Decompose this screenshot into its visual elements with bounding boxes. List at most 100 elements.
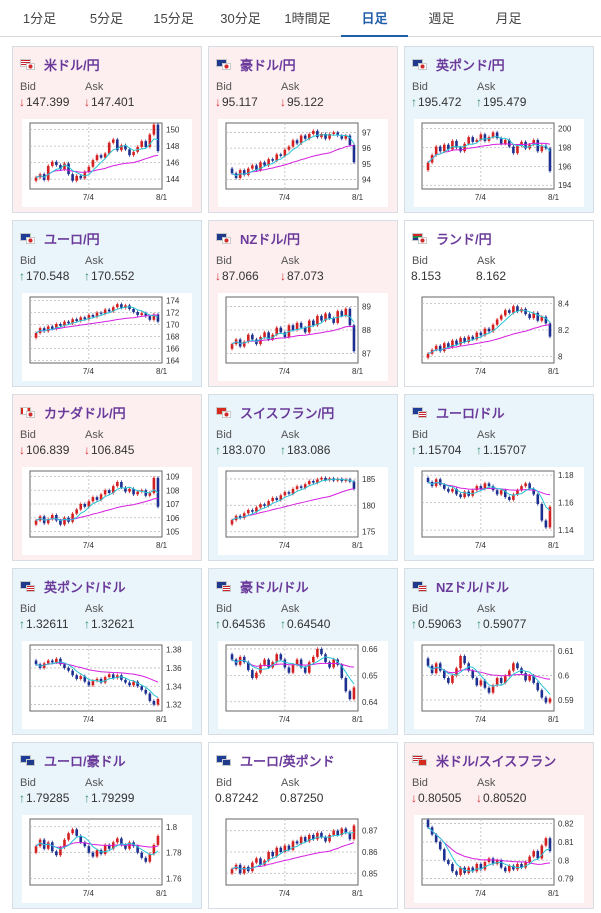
price-chart[interactable]: 89 88 87 7/4 8/1 [218,293,388,381]
candle-body [271,497,274,502]
tab-5[interactable]: 日足 [341,0,408,37]
candle-body [544,316,548,324]
currency-card[interactable]: 豪ドル/ドル Bid Ask ↑0.64536 ↑0.64540 0.66 0.65 0.64… [208,568,398,735]
candle-body [140,852,144,858]
candle-body [524,141,527,149]
price-chart[interactable]: 174 172 170 168 166 164 7/4 8/1 [22,293,192,381]
currency-card[interactable]: 米ドル/スイスフラン Bid Ask ↓0.80505 ↓0.80520 0.82 0.81… [404,742,594,909]
candle-body [287,667,291,673]
currency-card[interactable]: NZドル/ドル Bid Ask ↑0.59063 ↑0.59077 0.61 0.6 0.59… [404,568,594,735]
price-chart[interactable]: 200 198 196 194 7/4 8/1 [414,119,584,207]
currency-card[interactable]: 英ポンド/円 Bid Ask ↑195.472 ↑195.479 200 198 196 194… [404,46,594,213]
currency-card[interactable]: ユーロ/豪ドル Bid Ask ↑1.79285 ↑1.79299 1.8 1.78 1.76… [12,742,202,909]
y-tick-label: 150 [166,126,180,135]
candle-body [459,867,462,875]
plot-frame [421,122,555,190]
au-jp-flag-icon [216,58,232,70]
bid-value: 0.64536 [222,617,266,631]
arrow-up-icon: ↑ [411,95,417,109]
x-tick-label: 8/1 [156,715,168,724]
ask-label: Ask [85,255,104,267]
ask-value: 0.80520 [483,791,527,805]
currency-card[interactable]: ユーロ/英ポンド Bid Ask 0.87242 0.87250 0.87 0.86 0.85… [208,742,398,909]
candle-body [524,483,527,487]
candlestick-chart: 0.87 0.86 0.85 7/4 8/1 [225,818,378,898]
candle-body [230,869,234,874]
pair-title: 豪ドル/円 [216,56,296,73]
candle-body [316,315,319,326]
candle-body [328,313,331,319]
candle-body [136,681,139,687]
ask-label: Ask [477,603,496,615]
price-chart[interactable]: 0.61 0.6 0.59 7/4 8/1 [414,641,584,729]
currency-card[interactable]: ランド/円 Bid Ask 8.153 8.162 8.4 8.2 8 7/4 8/1 [404,220,594,387]
moving-average-long [231,488,355,521]
currency-card[interactable]: NZドル/円 Bid Ask ↓87.066 ↓87.073 89 88 87 7/4 8/1 [208,220,398,387]
candle-body [148,693,152,701]
arrow-up-icon: ↑ [215,443,221,457]
candle-body [434,345,438,350]
candle-body [116,838,119,843]
currency-card[interactable]: スイスフラン/円 Bid Ask ↑183.070 ↑183.086 185 180 175 7… [208,394,398,561]
candlestick-chart: 89 88 87 7/4 8/1 [225,296,371,376]
tab-7[interactable]: 月足 [495,11,522,26]
plot-frame [225,644,359,712]
tab-6[interactable]: 週足 [428,11,455,26]
candle-body [50,161,54,166]
y-tick-label: 1.76 [166,875,182,884]
currency-card[interactable]: 英ポンド/ドル Bid Ask ↑1.32611 ↑1.32621 1.38 1.36 1.3… [12,568,202,735]
candle-body [528,483,531,489]
candle-body [103,677,107,683]
candle-body [503,867,507,872]
pair-title: 豪ドル/ドル [216,578,309,595]
price-chart[interactable]: 0.66 0.65 0.64 7/4 8/1 [218,641,388,729]
price-chart[interactable]: 97 96 95 94 7/4 8/1 [218,119,388,207]
currency-card[interactable]: 米ドル/円 Bid Ask ↓147.399 ↓147.401 150 148 146 144 7… [12,46,202,213]
candle-body [63,664,66,668]
ask-price: 8.162 [476,269,506,283]
tab-0[interactable]: 1分足 [22,11,57,26]
candlestick-chart: 0.82 0.81 0.8 0.79 7/4 8/1 [421,818,574,898]
candle-body [316,832,319,840]
price-chart[interactable]: 109 108 107 106 105 7/4 8/1 [22,467,192,555]
candle-body [63,517,66,525]
candle-body [532,675,536,683]
candle-body [271,159,274,161]
price-chart[interactable]: 150 148 146 144 7/4 8/1 [22,119,192,207]
candle-body [116,304,119,308]
candle-body [499,138,503,144]
y-tick-label: 1.8 [166,823,178,832]
currency-card[interactable]: カナダドル/円 Bid Ask ↓106.839 ↓106.845 109 108 107 10… [12,394,202,561]
x-tick-label: 8/1 [156,541,168,550]
tab-2[interactable]: 15分足 [153,11,194,26]
price-chart[interactable]: 0.87 0.86 0.85 7/4 8/1 [218,815,388,903]
candle-body [50,660,54,663]
y-tick-label: 0.87 [362,827,378,836]
price-chart[interactable]: 1.8 1.78 1.76 7/4 8/1 [22,815,192,903]
x-tick-label: 7/4 [279,541,291,550]
currency-card[interactable]: ユーロ/ドル Bid Ask ↑1.15704 ↑1.15707 1.18 1.16 1.14… [404,394,594,561]
candlestick-chart: 1.18 1.16 1.14 7/4 8/1 [421,470,574,550]
bid-price: ↓87.066 [215,269,259,283]
candle-body [71,513,74,522]
moving-average-short [231,478,355,521]
currency-card[interactable]: 豪ドル/円 Bid Ask ↓95.117 ↓95.122 97 96 95 94 7/4 8/1 [208,46,398,213]
price-chart[interactable]: 0.82 0.81 0.8 0.79 7/4 8/1 [414,815,584,903]
price-chart[interactable]: 8.4 8.2 8 7/4 8/1 [414,293,584,381]
tab-4[interactable]: 1時間足 [284,11,331,26]
price-chart[interactable]: 1.18 1.16 1.14 7/4 8/1 [414,467,584,555]
price-chart[interactable]: 185 180 175 7/4 8/1 [218,467,388,555]
candle-body [344,678,348,692]
candle-body [340,828,344,835]
currency-card[interactable]: ユーロ/円 Bid Ask ↑170.548 ↑170.552 174 172 170 168 1… [12,220,202,387]
candle-body [524,673,527,681]
candle-body [79,676,83,679]
tab-3[interactable]: 30分足 [220,11,261,26]
y-tick-label: 196 [558,162,572,171]
bid-label: Bid [216,429,232,441]
y-tick-label: 1.34 [166,682,182,691]
tab-1[interactable]: 5分足 [89,11,124,26]
bid-price: 0.87242 [215,791,258,805]
price-chart[interactable]: 1.38 1.36 1.34 1.32 7/4 8/1 [22,641,192,729]
candle-body [246,662,250,671]
